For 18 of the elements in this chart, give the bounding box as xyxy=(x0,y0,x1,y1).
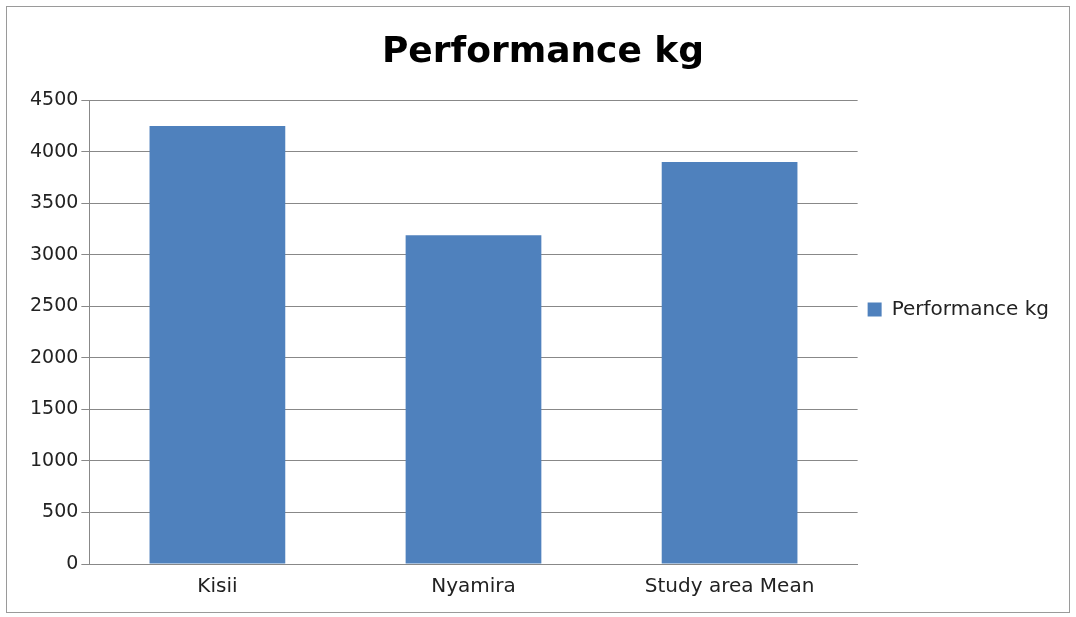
y-tick-label: 1500 xyxy=(29,396,79,419)
y-tick-label: 4500 xyxy=(29,87,79,110)
y-tick-label: 2000 xyxy=(29,344,79,367)
y-tick-label: 3000 xyxy=(29,241,79,264)
y-tick-label: 0 xyxy=(66,550,79,573)
y-tick-label: 2500 xyxy=(29,293,79,316)
x-tick-label: Study area Mean xyxy=(644,573,815,598)
bar xyxy=(405,235,542,564)
y-tick-label: 500 xyxy=(42,499,79,522)
y-tick-label: 4000 xyxy=(29,138,79,161)
bar xyxy=(149,125,286,564)
x-tick-label: Kisii xyxy=(197,573,238,598)
bar xyxy=(661,162,798,564)
y-tick-label: 3500 xyxy=(29,190,79,213)
x-tick-label: Nyamira xyxy=(431,573,516,598)
y-tick-label: 1000 xyxy=(29,447,79,470)
legend-label: Performance kg xyxy=(891,295,1049,320)
chart-title: Performance kg xyxy=(381,28,705,70)
